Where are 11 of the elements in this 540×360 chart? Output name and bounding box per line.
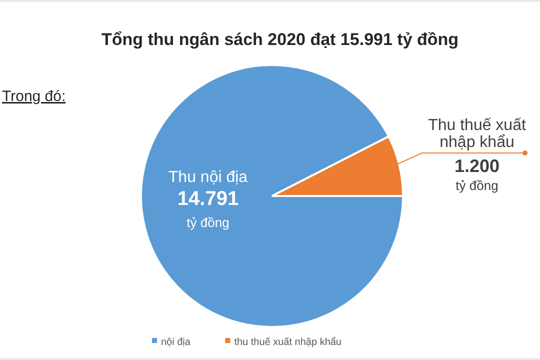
chart-title: Tổng thu ngân sách 2020 đạt 15.991 tỷ đồng bbox=[101, 30, 459, 49]
text: tỷ đồng bbox=[186, 215, 230, 230]
text: tỷ đồng bbox=[456, 178, 498, 193]
data-label: 14.791 bbox=[177, 188, 239, 210]
text: Thu thuế xuất nhập khẩu bbox=[428, 117, 526, 151]
text: Trong đó: bbox=[2, 88, 66, 105]
text: Thu nội địa bbox=[168, 169, 248, 186]
data-label: 1.200 bbox=[454, 156, 500, 176]
legend-label: thu thuế xuất nhập khẩu bbox=[234, 336, 342, 348]
pie-slice bbox=[140, 64, 404, 328]
legend-label: nội địa bbox=[161, 337, 191, 348]
